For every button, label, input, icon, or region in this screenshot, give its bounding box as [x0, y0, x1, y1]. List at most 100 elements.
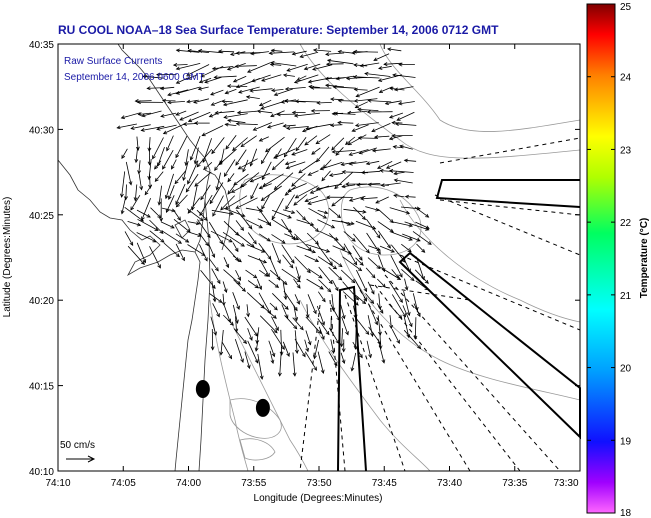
current-vector-head: [341, 170, 346, 174]
current-vector: [138, 112, 151, 115]
current-vector: [305, 316, 322, 334]
current-vector-head: [402, 313, 406, 318]
current-vector: [390, 255, 403, 278]
current-vector-head: [356, 182, 361, 187]
current-vector: [117, 123, 137, 129]
current-vector-head: [325, 248, 331, 253]
current-vector: [293, 194, 308, 206]
current-vector: [136, 242, 146, 263]
current-vector: [377, 338, 385, 363]
current-vector: [280, 329, 283, 355]
current-vector-head: [296, 300, 300, 305]
current-vector: [366, 160, 380, 165]
current-vector: [152, 137, 164, 159]
current-vector: [247, 280, 259, 289]
current-vector-head: [291, 110, 296, 115]
current-vector-head: [229, 52, 235, 56]
current-vector: [259, 183, 272, 189]
current-vector-head: [328, 280, 333, 285]
current-vector: [292, 50, 307, 55]
current-vector: [168, 185, 175, 200]
current-vector-head: [379, 168, 384, 173]
current-vector-head: [371, 148, 377, 153]
current-vector: [328, 266, 342, 281]
axis-ticks: 74:10 74:05 74:00 73:55 73:50 73:45 73:40 73:35…: [29, 40, 581, 489]
current-vector-head: [272, 314, 277, 319]
current-vector: [281, 304, 289, 319]
y-tick-label: 40:30: [29, 125, 54, 136]
current-vector: [233, 279, 246, 292]
current-vector-head: [393, 178, 398, 183]
current-vector-head: [240, 242, 245, 247]
current-vector-head: [286, 126, 291, 131]
current-vector-head: [359, 63, 365, 68]
current-vector: [402, 305, 413, 327]
current-vector: [199, 194, 213, 216]
current-vector-head: [307, 201, 312, 206]
current-vector-head: [320, 369, 325, 374]
station-marker: [195, 380, 210, 399]
current-vector-head: [276, 112, 281, 117]
current-vector: [141, 125, 165, 131]
current-vector: [398, 101, 415, 105]
current-vector: [298, 160, 318, 174]
current-vector-head: [367, 182, 372, 187]
current-vector: [291, 149, 308, 156]
current-vector-head: [387, 47, 392, 52]
colorbar-tick-label: 18: [620, 508, 632, 518]
current-vector: [365, 206, 379, 211]
current-vector: [245, 269, 257, 279]
current-vector: [307, 198, 329, 205]
current-vector: [163, 242, 180, 257]
current-vector-head: [220, 206, 225, 211]
dashed-transect: [399, 254, 581, 331]
current-vector-head: [258, 102, 264, 107]
current-vector: [319, 230, 339, 241]
current-vector-head: [334, 287, 339, 292]
current-vector-head: [397, 101, 403, 106]
current-vector-head: [182, 176, 186, 182]
current-vector: [225, 88, 237, 94]
current-vector: [283, 74, 295, 77]
current-vector: [404, 278, 408, 290]
current-vector: [273, 148, 296, 159]
current-vector-head: [236, 305, 240, 311]
current-vector: [196, 148, 213, 168]
current-vector-head: [191, 206, 195, 211]
current-vector-head: [381, 359, 386, 364]
current-vector-head: [388, 136, 394, 141]
current-vector-head: [301, 353, 306, 358]
current-vector-head: [406, 333, 411, 339]
current-vector-head: [416, 312, 421, 318]
current-vector: [393, 194, 405, 198]
current-vector: [348, 134, 367, 146]
current-vector-head: [203, 216, 208, 222]
current-vector-head: [141, 113, 146, 118]
current-vector: [247, 62, 271, 73]
current-vector-head: [164, 194, 169, 200]
current-vector: [199, 244, 208, 261]
current-vector-head: [333, 361, 338, 367]
current-vector-head: [284, 305, 289, 310]
current-vector-head: [240, 358, 244, 363]
current-vector: [340, 220, 351, 226]
current-vector-head: [203, 166, 208, 171]
current-vector-head: [336, 214, 342, 219]
current-vector: [352, 124, 369, 132]
current-vector-head: [271, 88, 276, 93]
current-vector: [394, 86, 414, 91]
current-vector: [269, 350, 274, 364]
current-vector-head: [268, 51, 273, 56]
current-vector: [271, 89, 284, 91]
current-vector: [368, 245, 381, 251]
current-vector-head: [136, 222, 142, 227]
current-vector-head: [388, 169, 394, 173]
dashed-transect: [359, 289, 471, 472]
current-vector: [402, 233, 421, 242]
current-vector-head: [385, 165, 391, 169]
current-vector: [223, 314, 234, 326]
current-vector: [377, 208, 394, 223]
current-vector: [175, 183, 186, 205]
current-vector: [246, 244, 265, 253]
current-vector-head: [346, 222, 352, 226]
